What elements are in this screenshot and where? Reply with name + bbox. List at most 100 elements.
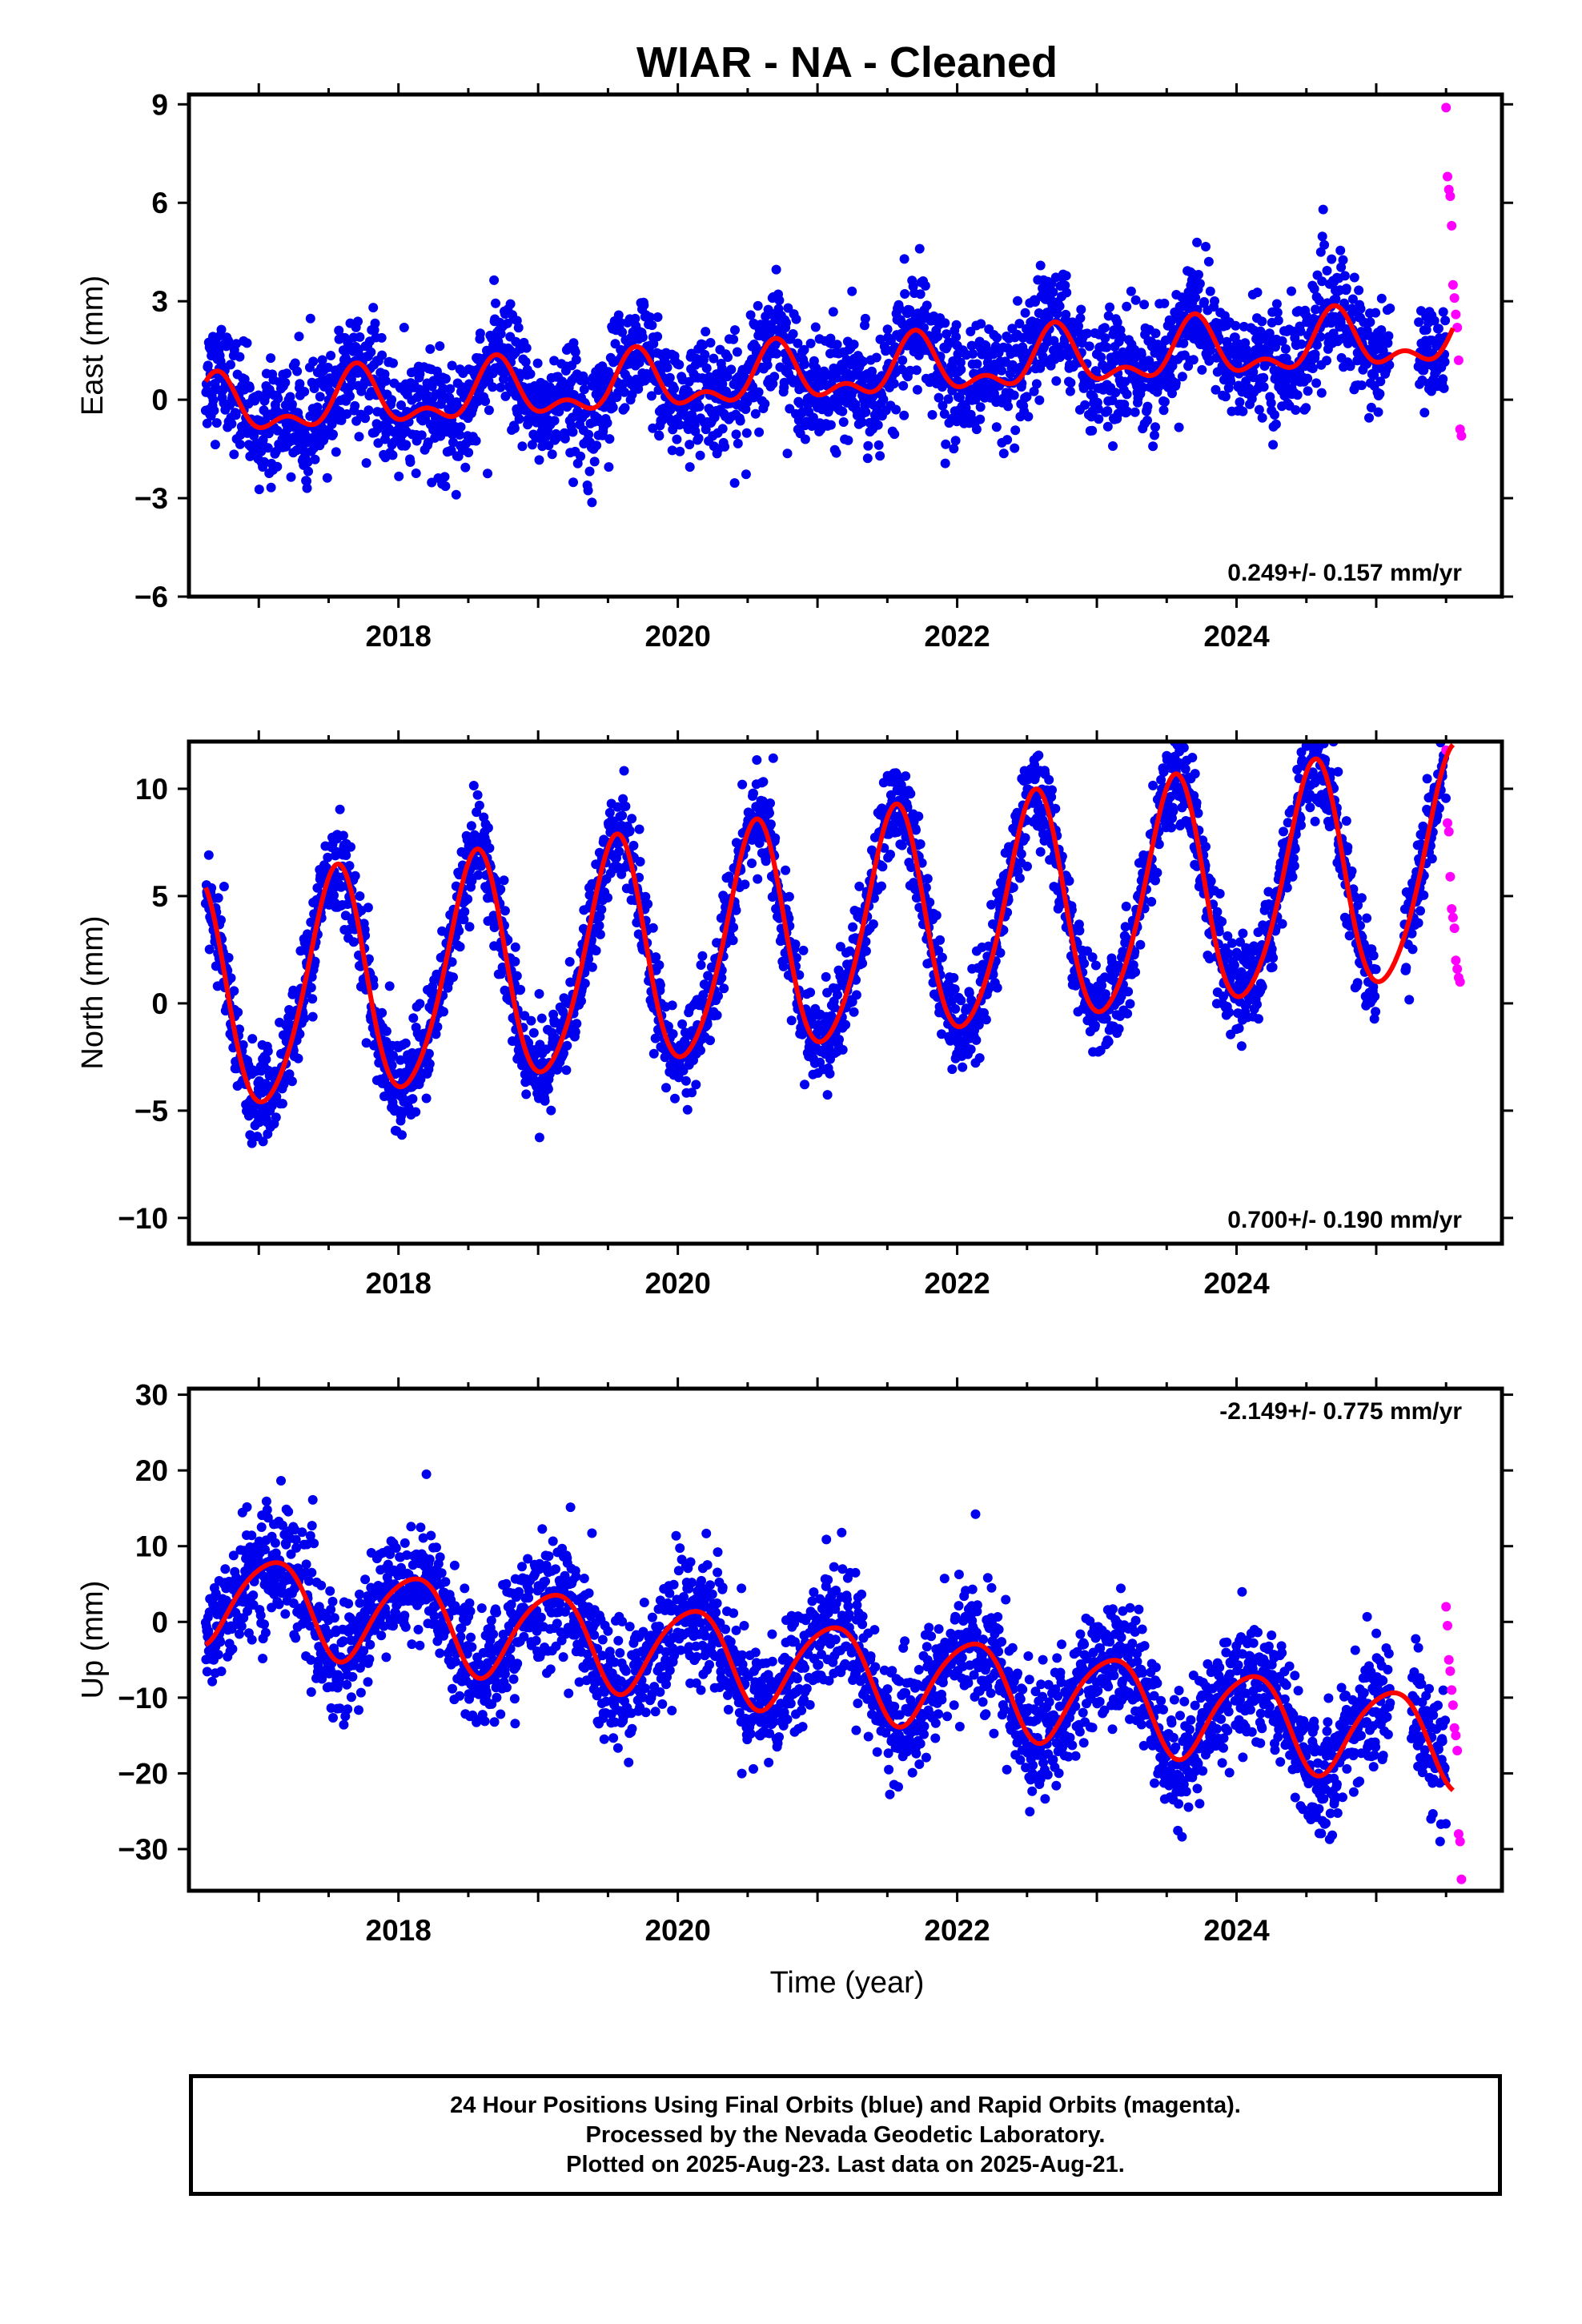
final-point [510, 942, 520, 952]
final-point [628, 840, 639, 850]
final-point [768, 379, 778, 389]
final-point [669, 384, 680, 394]
final-point [837, 1044, 848, 1055]
final-point [353, 316, 363, 327]
final-point [951, 320, 962, 330]
final-point [754, 427, 765, 437]
final-point [654, 960, 665, 971]
final-point [931, 911, 942, 920]
final-point [387, 395, 397, 405]
final-point [670, 1093, 680, 1104]
final-point [975, 414, 986, 424]
final-point [562, 1040, 572, 1051]
final-point [701, 363, 712, 373]
final-point [223, 952, 234, 963]
final-point [1242, 344, 1252, 355]
final-point [1371, 308, 1381, 318]
final-point [1235, 397, 1245, 408]
final-point [863, 440, 873, 451]
final-point [841, 1019, 851, 1030]
final-point [619, 766, 629, 776]
final-point [891, 404, 901, 415]
final-point [1022, 861, 1032, 871]
x-tick-label: 2022 [924, 620, 990, 653]
final-point [513, 323, 524, 333]
final-point [387, 450, 398, 460]
rapid-point [1456, 431, 1467, 441]
final-point [915, 839, 926, 849]
final-point [1142, 416, 1152, 425]
final-point [695, 450, 705, 460]
final-point [1309, 283, 1319, 294]
final-point [893, 827, 902, 837]
plot-frame-east [187, 92, 1504, 599]
final-point [940, 458, 950, 468]
final-point [242, 338, 252, 348]
final-point [340, 911, 351, 921]
final-point [484, 405, 494, 416]
final-point [1373, 407, 1383, 417]
final-point [1062, 287, 1072, 298]
final-point [1414, 317, 1424, 328]
final-point [1419, 408, 1430, 418]
final-point [440, 472, 450, 482]
final-point [1167, 388, 1177, 399]
final-point [1226, 376, 1236, 387]
final-point [361, 458, 371, 468]
final-point [620, 801, 631, 811]
rapid-point [1445, 191, 1456, 201]
final-point [1296, 339, 1307, 349]
final-point [701, 424, 711, 435]
final-point [927, 410, 938, 420]
final-point [885, 850, 895, 859]
final-point [467, 875, 477, 886]
final-point [1051, 376, 1062, 386]
final-point [1433, 324, 1443, 334]
final-point [1029, 386, 1039, 396]
final-point [1257, 412, 1267, 423]
final-point [1153, 382, 1163, 392]
final-point [1076, 304, 1086, 315]
final-point [515, 368, 525, 379]
final-point [499, 875, 509, 886]
final-point [292, 366, 303, 376]
final-point [988, 969, 998, 979]
final-point [828, 307, 838, 317]
final-point [584, 429, 594, 440]
final-point [424, 1059, 435, 1069]
final-point [1105, 302, 1115, 312]
final-point [723, 352, 733, 362]
final-point [753, 874, 763, 884]
final-point [837, 406, 848, 416]
final-point [772, 348, 782, 359]
final-point [748, 381, 757, 392]
final-point [517, 441, 528, 452]
final-point [595, 929, 605, 939]
final-point [1102, 342, 1112, 352]
final-point [360, 413, 371, 424]
final-point [938, 400, 948, 411]
final-point [991, 422, 1002, 432]
final-point [1335, 245, 1346, 255]
final-point [800, 1080, 809, 1090]
final-point [411, 1107, 421, 1117]
final-point [1317, 231, 1327, 242]
final-point [1094, 414, 1104, 424]
final-point [211, 418, 222, 428]
final-point [899, 410, 909, 420]
final-point [431, 1029, 441, 1039]
final-point [942, 329, 952, 340]
final-point [415, 369, 425, 380]
final-point [210, 440, 220, 450]
final-point [227, 419, 237, 429]
final-point [648, 923, 658, 933]
final-point [613, 310, 624, 320]
final-point [617, 327, 628, 337]
final-point [861, 946, 871, 956]
final-point [849, 1007, 859, 1017]
final-point [1338, 255, 1348, 265]
final-point [1316, 388, 1327, 398]
final-point [685, 440, 695, 450]
final-point [1307, 364, 1318, 373]
final-point [694, 401, 705, 412]
